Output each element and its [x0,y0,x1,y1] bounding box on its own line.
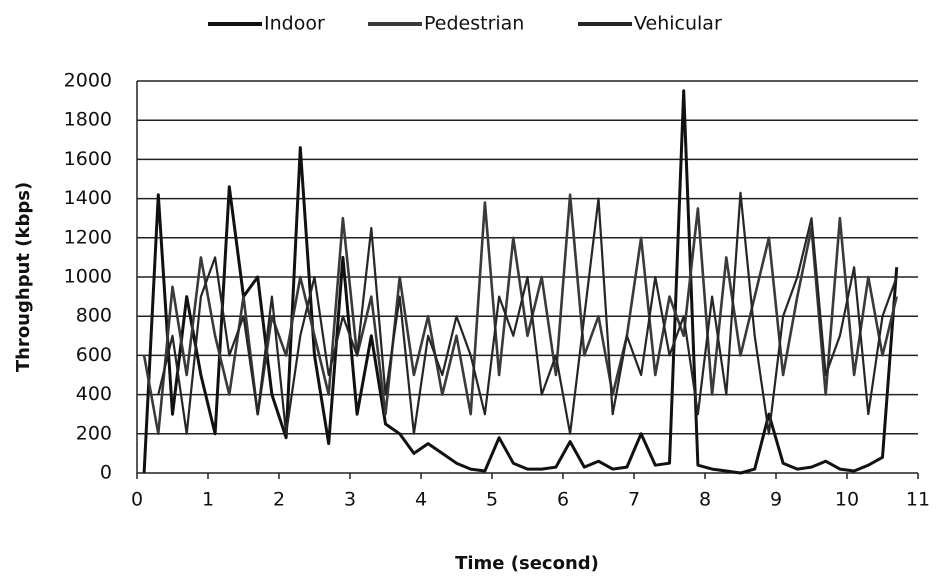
x-tick-label: 3 [344,489,356,511]
y-tick-label: 0 [100,462,112,484]
y-tick-label: 1200 [64,226,112,248]
chart: Time (second) Throughput (kbps) 0 200 400 6… [0,0,938,578]
x-tick-label: 0 [131,489,143,511]
y-tick-label: 400 [76,383,112,405]
x-tick-label: 10 [835,489,859,511]
y-tick-label: 600 [76,344,112,366]
x-tick-label: 5 [486,489,498,511]
y-tick-label: 2000 [64,70,112,92]
x-tick-label: 9 [770,489,782,511]
x-tick-label: 7 [628,489,640,511]
legend-label: Indoor [264,13,325,35]
x-tick-label: 11 [906,489,930,511]
x-tick-label: 8 [699,489,711,511]
x-tick-label: 2 [273,489,285,511]
y-tick-label: 1000 [64,266,112,288]
x-tick-label: 1 [202,489,214,511]
legend-label: Pedestrian [424,13,524,35]
x-tick-label: 6 [557,489,569,511]
x-tick-label: 4 [415,489,427,511]
y-axis-label: Throughput (kbps) [13,182,34,372]
y-tick-label: 1400 [64,187,112,209]
y-tick-label: 800 [76,305,112,327]
x-axis-label: Time (second) [455,553,599,574]
legend-label: Vehicular [634,13,722,35]
y-tick-label: 200 [76,422,112,444]
series-line [158,193,896,434]
y-tick-label: 1600 [64,148,112,170]
y-tick-label: 1800 [64,109,112,131]
